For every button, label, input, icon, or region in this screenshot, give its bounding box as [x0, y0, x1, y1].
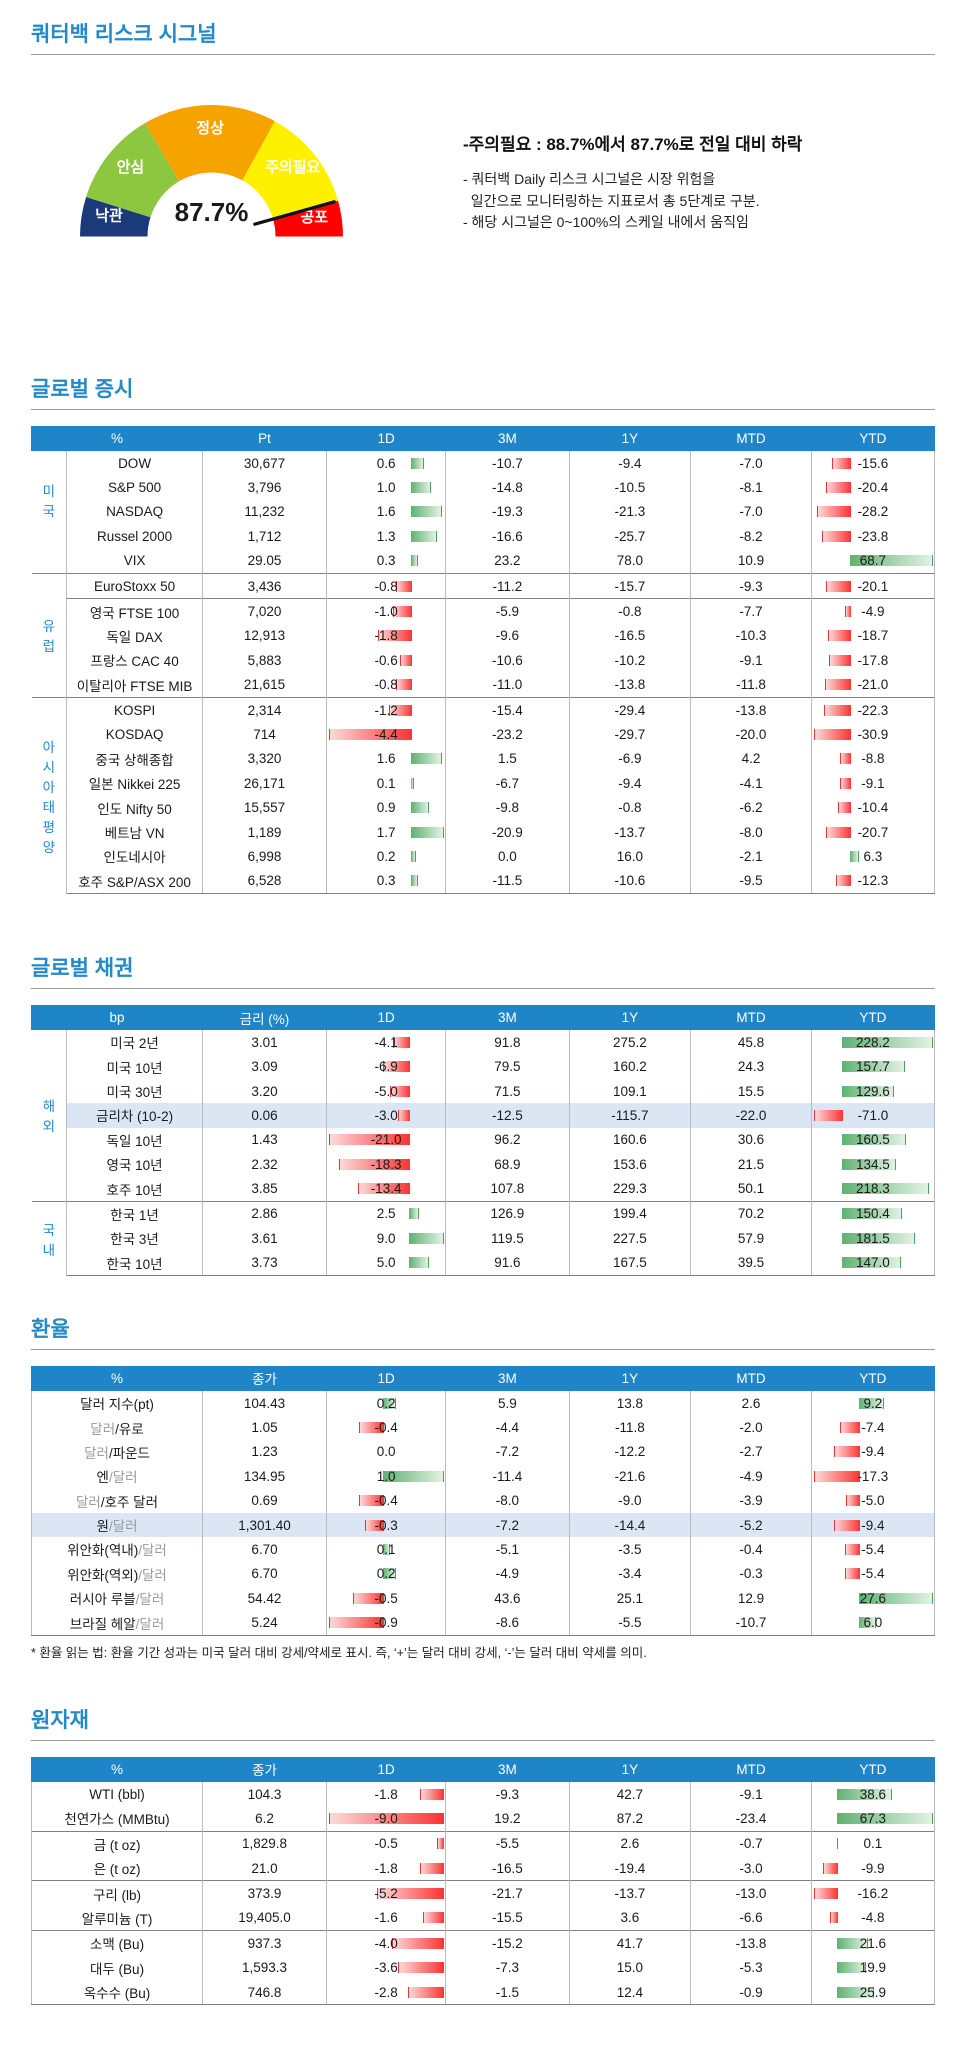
svg-text:정상: 정상	[196, 119, 224, 137]
svg-text:주의필요: 주의필요	[265, 158, 320, 176]
svg-text:안심: 안심	[117, 158, 145, 176]
